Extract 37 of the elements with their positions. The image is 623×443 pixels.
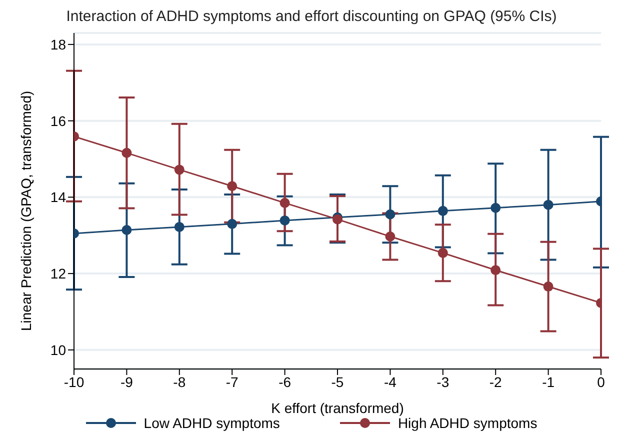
x-tick-label: -9 bbox=[120, 374, 134, 390]
legend-label: Low ADHD symptoms bbox=[144, 415, 280, 431]
x-tick-label: -5 bbox=[331, 374, 344, 390]
x-tick-label: -8 bbox=[173, 374, 186, 390]
y-tick-label: 18 bbox=[50, 36, 66, 52]
x-tick-label: -3 bbox=[436, 374, 450, 390]
point bbox=[385, 209, 396, 220]
chart-title: Interaction of ADHD symptoms and effort discounting on GPAQ (95% CIs) bbox=[65, 8, 558, 25]
point bbox=[227, 218, 238, 229]
point bbox=[438, 206, 448, 216]
x-tick-label: -7 bbox=[226, 374, 239, 390]
point bbox=[227, 181, 238, 192]
x-tick-label: -1 bbox=[542, 374, 555, 390]
x-tick-label: -6 bbox=[278, 374, 292, 390]
point bbox=[543, 282, 554, 292]
point bbox=[438, 248, 448, 258]
x-tick-label: 0 bbox=[597, 374, 606, 390]
y-axis-title: Linear Prediction (GPAQ, transformed) bbox=[18, 90, 34, 331]
point bbox=[174, 222, 184, 232]
point bbox=[490, 265, 501, 276]
point bbox=[122, 148, 132, 158]
point bbox=[543, 200, 554, 210]
y-tick-label: 14 bbox=[50, 189, 66, 206]
point bbox=[280, 215, 290, 226]
x-tick-label: -10 bbox=[64, 374, 84, 390]
y-tick-label: 12 bbox=[50, 266, 66, 282]
x-axis-title: K effort (transformed) bbox=[271, 400, 404, 416]
point bbox=[385, 232, 396, 242]
x-tick-label: -2 bbox=[489, 374, 502, 390]
point bbox=[122, 225, 132, 236]
point bbox=[280, 198, 290, 208]
legend-label: High ADHD symptoms bbox=[398, 415, 538, 431]
y-tick-label: 16 bbox=[50, 112, 66, 129]
y-tick-label: 10 bbox=[50, 342, 66, 358]
x-tick-label: -4 bbox=[384, 374, 397, 390]
point bbox=[174, 164, 184, 175]
point bbox=[490, 202, 501, 213]
